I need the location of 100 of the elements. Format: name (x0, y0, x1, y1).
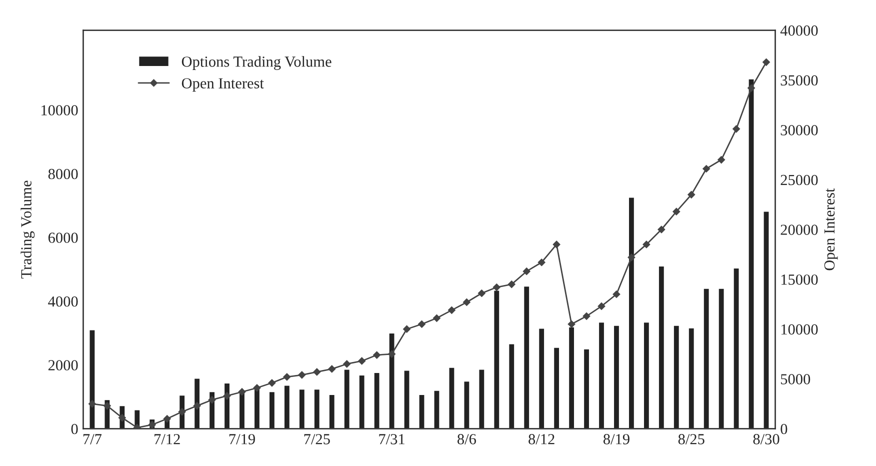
bar (538, 327, 546, 429)
x-tick-label: 7/25 (304, 434, 330, 444)
point (688, 191, 696, 198)
bar (672, 324, 680, 429)
y2-tick-label: 20000 (780, 224, 818, 235)
x-tick-label: 7/12 (154, 434, 180, 444)
y2-tick-label: 30000 (780, 125, 818, 136)
point (148, 421, 156, 428)
point (388, 350, 396, 358)
y2-tick-label: 35000 (780, 75, 818, 86)
bar (402, 369, 411, 429)
y-tick-label: 6000 (48, 232, 78, 243)
point (762, 58, 770, 66)
y2-tick-label: 10000 (781, 324, 818, 335)
point (88, 400, 96, 408)
point (163, 415, 171, 422)
point (448, 306, 456, 314)
y-tick-label: 4000 (48, 296, 78, 307)
point (628, 254, 636, 262)
point (358, 357, 366, 365)
bar (343, 368, 351, 429)
point (208, 396, 216, 404)
y2-tick-label: 40000 (780, 25, 818, 36)
y-tick-label: 8000 (48, 168, 78, 180)
point (493, 284, 500, 291)
bar (268, 390, 276, 429)
bar (418, 394, 426, 429)
bar (552, 346, 560, 429)
point (403, 325, 410, 333)
point (582, 312, 590, 320)
bar (747, 78, 756, 429)
point (313, 368, 321, 376)
point (748, 84, 755, 92)
point (178, 408, 186, 416)
bar (508, 342, 516, 429)
point (118, 414, 126, 422)
y-tick-label: 10000 (42, 105, 78, 116)
point (658, 226, 666, 234)
y-tick-label: 0 (71, 424, 78, 434)
bar (732, 267, 740, 429)
point (373, 351, 380, 359)
point (238, 388, 246, 396)
bar (628, 196, 636, 429)
point (268, 379, 276, 387)
x-tick-label: 8/30 (753, 434, 780, 444)
bar (612, 324, 620, 429)
y2-tick-label: 0 (780, 424, 788, 434)
point (253, 384, 261, 392)
point (718, 156, 725, 164)
bar (372, 372, 381, 429)
y-axis-title: Trading Volume (20, 180, 35, 279)
point (612, 290, 620, 298)
legend-label: Open Interest (182, 78, 264, 92)
x-tick-label: 8/12 (528, 434, 554, 444)
y2-tick-label: 15000 (781, 274, 818, 285)
point (508, 280, 516, 288)
legend-label: Options Trading Volume (182, 56, 332, 70)
x-tick-label: 8/25 (678, 434, 704, 444)
y2-tick-label: 25000 (780, 174, 818, 186)
bar (642, 321, 650, 429)
point (732, 125, 740, 133)
x-tick-label: 7/31 (379, 434, 404, 444)
point (328, 365, 336, 373)
point (538, 258, 546, 266)
x-tick-label: 7/7 (83, 434, 102, 444)
point (552, 240, 560, 248)
bar (688, 326, 696, 429)
point (598, 302, 606, 310)
y2-axis-title: Open Interest (824, 188, 838, 270)
bar (582, 348, 590, 429)
bar (283, 384, 291, 429)
x-tick-label: 7/19 (229, 434, 255, 444)
point (418, 320, 426, 328)
bar (717, 287, 726, 429)
x-tick-label: 8/19 (603, 434, 630, 444)
point (343, 360, 350, 368)
point (642, 240, 650, 248)
bar (328, 394, 336, 429)
point (522, 268, 530, 275)
point (672, 208, 680, 216)
bar (388, 332, 396, 429)
bar (298, 388, 306, 429)
point (568, 320, 576, 328)
y-tick-label: 2000 (48, 360, 78, 370)
point (283, 373, 291, 381)
bar (658, 265, 666, 429)
bar (432, 389, 441, 429)
bar (313, 388, 321, 429)
bar (598, 321, 606, 429)
bar (522, 285, 530, 429)
point (478, 290, 486, 297)
bar (568, 326, 576, 429)
point (433, 314, 440, 322)
x-tick-label: 8/6 (458, 434, 476, 444)
point (463, 298, 470, 306)
point (298, 371, 306, 379)
point (702, 165, 710, 172)
point (104, 402, 111, 410)
bar (358, 374, 366, 429)
bar (702, 287, 710, 429)
